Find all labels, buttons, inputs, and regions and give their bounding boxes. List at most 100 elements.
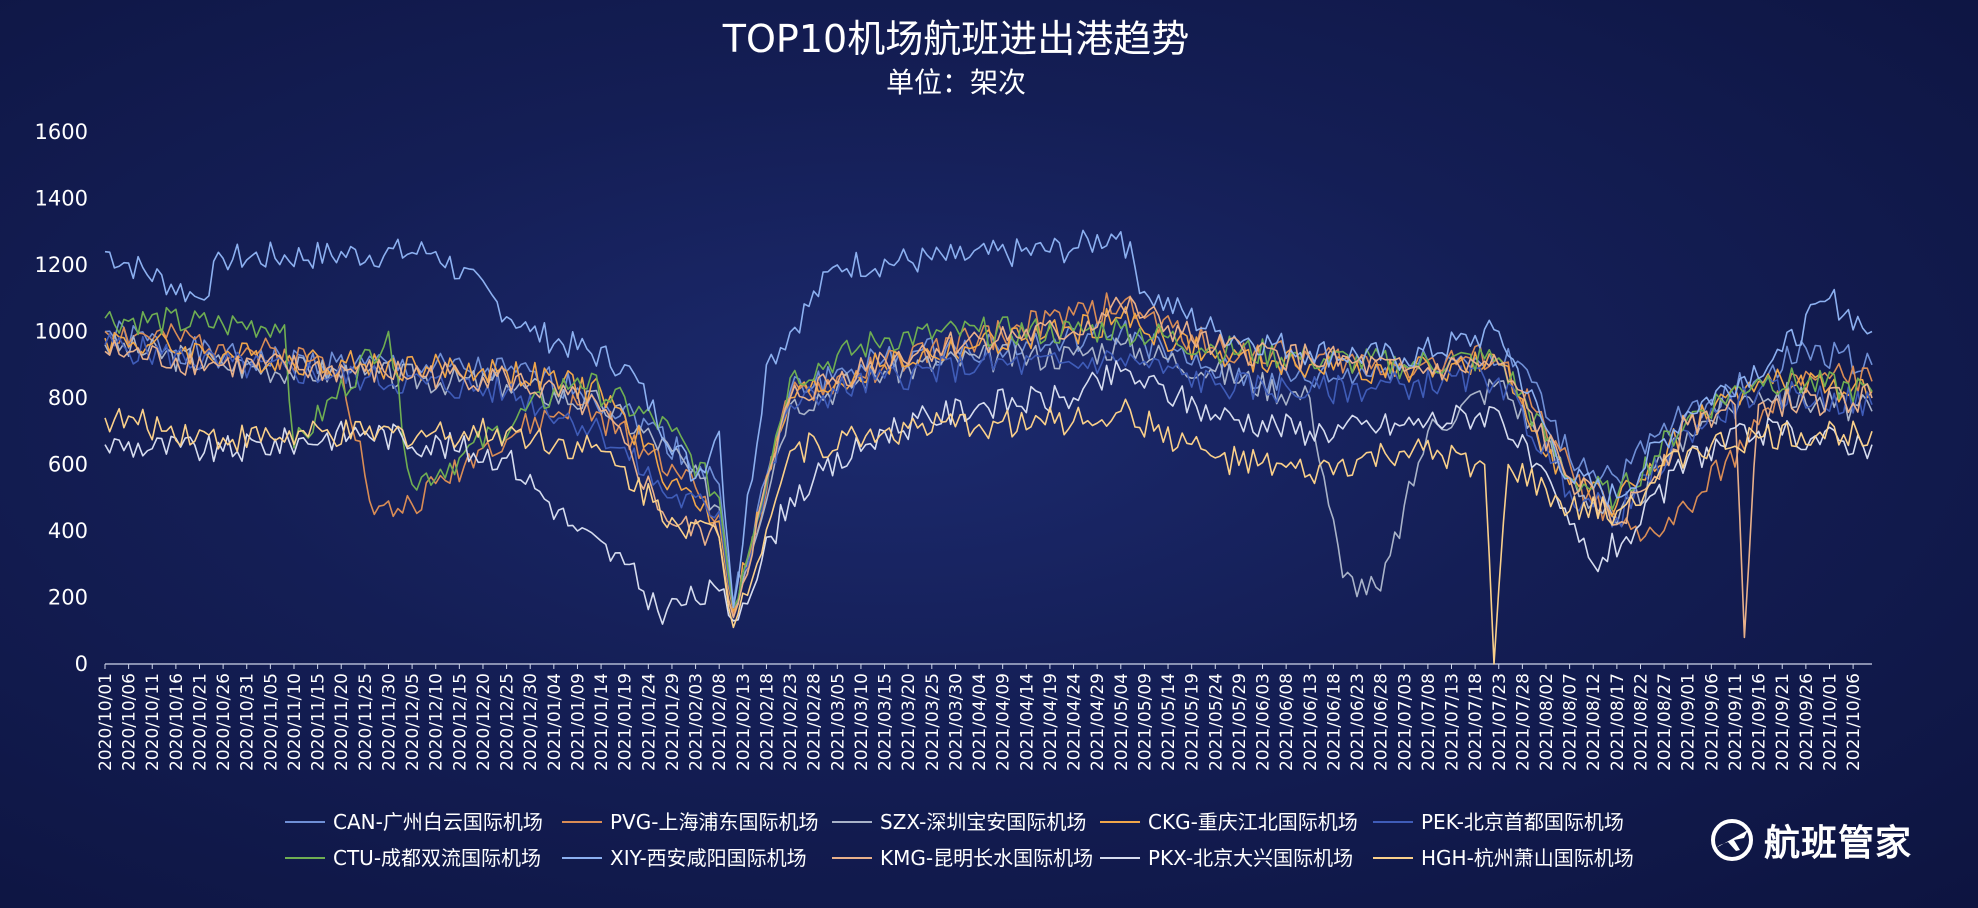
x-tick-label: 2021/07/13 bbox=[1443, 673, 1463, 771]
x-tick-label: 2021/07/28 bbox=[1513, 673, 1533, 771]
x-tick-label: 2021/05/14 bbox=[1159, 673, 1179, 771]
x-tick-label: 2021/06/23 bbox=[1348, 673, 1368, 771]
series-line-pek bbox=[104, 333, 1873, 609]
y-axis: 0 200 400 600 800 1000 1200 1400 1600 bbox=[35, 120, 88, 676]
x-tick-label: 2021/05/24 bbox=[1206, 673, 1226, 771]
x-tick-label: 2021/01/19 bbox=[616, 673, 636, 771]
x-tick-label: 2021/03/10 bbox=[852, 673, 872, 771]
x-tick-label: 2020/10/06 bbox=[120, 673, 140, 771]
legend: CAN-广州白云国际机场 PVG-上海浦东国际机场 SZX-深圳宝安国际机场 CKG-… bbox=[285, 810, 1634, 870]
x-tick-label: 2020/10/16 bbox=[167, 673, 187, 771]
legend-label: CTU-成都双流国际机场 bbox=[333, 846, 541, 870]
chart-title: TOP10机场航班进出港趋势 bbox=[722, 17, 1189, 61]
x-tick-label: 2021/06/03 bbox=[1254, 673, 1274, 771]
x-tick-label: 2020/11/05 bbox=[261, 673, 281, 771]
x-tick-label: 2021/06/13 bbox=[1301, 673, 1321, 771]
x-tick-label: 2021/02/23 bbox=[781, 673, 801, 771]
x-tick-label: 2021/02/13 bbox=[734, 673, 754, 771]
legend-label: PKX-北京大兴国际机场 bbox=[1148, 846, 1353, 870]
x-tick-label: 2020/12/20 bbox=[474, 673, 494, 771]
x-tick-label: 2021/02/08 bbox=[710, 673, 730, 771]
x-tick-label: 2021/02/28 bbox=[805, 673, 825, 771]
x-tick-label: 2020/10/26 bbox=[214, 673, 234, 771]
x-tick-label: 2021/02/03 bbox=[687, 673, 707, 771]
y-tick-label: 1000 bbox=[35, 320, 88, 344]
x-tick-label: 2020/12/10 bbox=[427, 673, 447, 771]
x-tick-label: 2021/04/19 bbox=[1041, 673, 1061, 771]
x-tick-label: 2021/09/11 bbox=[1726, 673, 1746, 771]
x-tick-label: 2021/09/26 bbox=[1797, 673, 1817, 771]
x-tick-label: 2020/11/15 bbox=[309, 673, 329, 771]
legend-label: SZX-深圳宝安国际机场 bbox=[880, 810, 1086, 834]
y-tick-label: 600 bbox=[48, 453, 88, 477]
x-tick-label: 2021/04/14 bbox=[1017, 673, 1037, 771]
y-tick-label: 400 bbox=[48, 519, 88, 543]
x-tick-label: 2021/03/05 bbox=[828, 673, 848, 771]
x-tick-label: 2021/07/18 bbox=[1466, 673, 1486, 771]
x-tick-label: 2021/04/29 bbox=[1088, 673, 1108, 771]
x-tick-label: 2021/01/29 bbox=[663, 673, 683, 771]
x-tick-label: 2020/12/05 bbox=[403, 673, 423, 771]
x-tick-label: 2021/01/24 bbox=[639, 673, 659, 771]
x-tick-label: 2021/05/19 bbox=[1183, 673, 1203, 771]
x-tick-label: 2021/05/09 bbox=[1135, 673, 1155, 771]
x-tick-label: 2020/11/30 bbox=[379, 673, 399, 771]
x-tick-label: 2020/10/11 bbox=[143, 673, 163, 771]
x-tick-label: 2021/08/12 bbox=[1584, 673, 1604, 771]
brand-name: 航班管家 bbox=[1764, 823, 1913, 864]
x-tick-label: 2021/01/14 bbox=[592, 673, 612, 771]
series-line-kmg bbox=[104, 296, 1873, 639]
x-tick-label: 2021/09/06 bbox=[1702, 673, 1722, 771]
x-tick-label: 2021/05/29 bbox=[1230, 673, 1250, 771]
x-tick-label: 2021/04/24 bbox=[1065, 673, 1085, 771]
x-tick-label: 2021/05/04 bbox=[1112, 673, 1132, 771]
x-tick-label: 2021/02/18 bbox=[757, 673, 777, 771]
legend-label: PVG-上海浦东国际机场 bbox=[610, 810, 818, 834]
chart-subtitle: 单位：架次 bbox=[886, 66, 1026, 99]
x-tick-label: 2021/09/01 bbox=[1679, 673, 1699, 771]
y-tick-label: 200 bbox=[48, 586, 88, 610]
y-tick-label: 0 bbox=[75, 652, 88, 676]
x-tick-label: 2021/03/25 bbox=[923, 673, 943, 771]
x-tick-label: 2021/07/03 bbox=[1395, 673, 1415, 771]
x-tick-label: 2021/08/22 bbox=[1631, 673, 1651, 771]
x-tick-label: 2021/07/23 bbox=[1490, 673, 1510, 771]
x-tick-label: 2021/04/04 bbox=[970, 673, 990, 771]
x-tick-label: 2021/08/02 bbox=[1537, 673, 1557, 771]
series-line-pkx bbox=[104, 360, 1873, 625]
x-axis: 2020/10/01 2020/10/06 2020/10/11 2020/10/16… bbox=[96, 664, 1864, 771]
series-line-xiy bbox=[104, 229, 1873, 609]
legend-label: CAN-广州白云国际机场 bbox=[333, 810, 543, 834]
x-tick-label: 2021/06/28 bbox=[1372, 673, 1392, 771]
x-tick-label: 2021/10/06 bbox=[1844, 673, 1864, 771]
series-line-hgh bbox=[104, 398, 1873, 665]
x-tick-label: 2021/06/08 bbox=[1277, 673, 1297, 771]
x-tick-label: 2021/08/27 bbox=[1655, 673, 1675, 771]
x-tick-label: 2021/03/20 bbox=[899, 673, 919, 771]
x-tick-label: 2021/03/15 bbox=[876, 673, 896, 771]
legend-label: KMG-昆明长水国际机场 bbox=[880, 846, 1093, 870]
y-tick-label: 1400 bbox=[35, 187, 88, 211]
x-tick-label: 2021/08/17 bbox=[1608, 673, 1628, 771]
legend-label: PEK-北京首都国际机场 bbox=[1421, 810, 1624, 834]
legend-label: CKG-重庆江北国际机场 bbox=[1148, 810, 1358, 834]
y-tick-label: 800 bbox=[48, 386, 88, 410]
x-tick-label: 2020/12/15 bbox=[450, 673, 470, 771]
x-tick-label: 2020/12/30 bbox=[521, 673, 541, 771]
x-tick-label: 2020/11/10 bbox=[285, 673, 305, 771]
x-tick-label: 2021/03/30 bbox=[946, 673, 966, 771]
x-tick-label: 2020/10/01 bbox=[96, 673, 116, 771]
series-lines bbox=[104, 229, 1873, 665]
x-tick-label: 2021/08/07 bbox=[1561, 673, 1581, 771]
x-tick-label: 2020/11/25 bbox=[356, 673, 376, 771]
x-tick-label: 2020/11/20 bbox=[332, 673, 352, 771]
legend-label: XIY-西安咸阳国际机场 bbox=[610, 846, 807, 870]
y-tick-label: 1600 bbox=[35, 120, 88, 144]
x-tick-label: 2020/10/31 bbox=[238, 673, 258, 771]
x-tick-label: 2021/09/16 bbox=[1750, 673, 1770, 771]
x-tick-label: 2021/01/04 bbox=[545, 673, 565, 771]
series-line-ckg bbox=[104, 306, 1873, 612]
airplane-logo-icon bbox=[1711, 819, 1753, 861]
brand-logo: 航班管家 bbox=[1710, 814, 1912, 866]
